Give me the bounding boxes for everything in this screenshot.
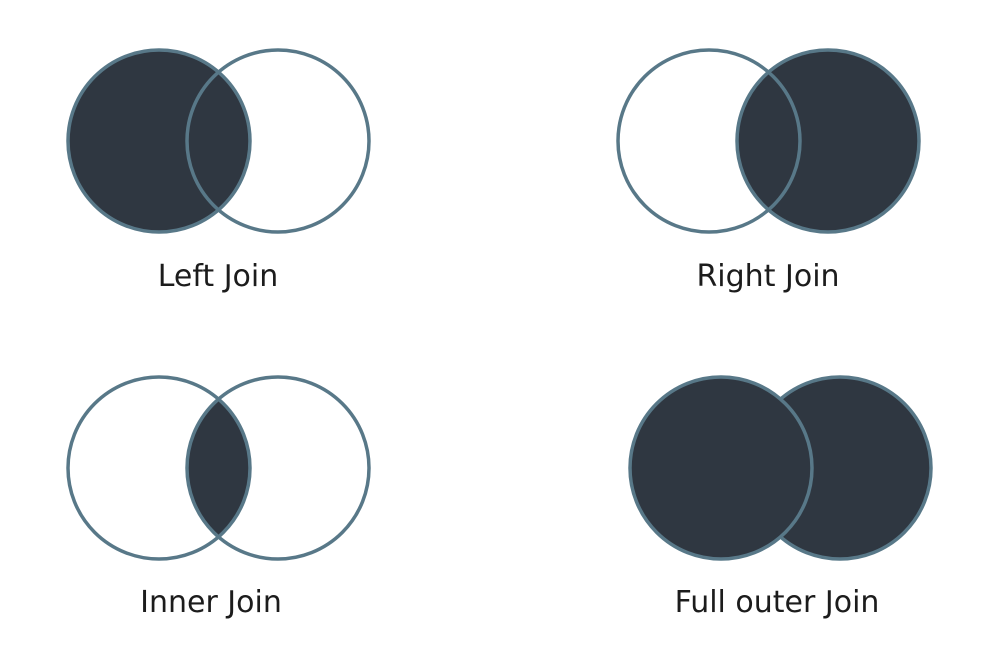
inner-join-label: Inner Join bbox=[140, 585, 282, 620]
right-join-circle-b bbox=[735, 48, 921, 234]
inner-join-intersection bbox=[187, 377, 250, 559]
inner-join-circle-b bbox=[185, 375, 371, 561]
inner-join-circle-a bbox=[66, 375, 252, 561]
right-join-circle-a bbox=[616, 48, 802, 234]
left-join-label: Left Join bbox=[158, 259, 279, 294]
full-outer-join-label: Full outer Join bbox=[675, 585, 880, 620]
right-join-venn bbox=[616, 48, 921, 234]
full-outer-join-venn bbox=[628, 375, 933, 561]
inner-join-venn bbox=[66, 375, 371, 561]
left-join-circle-b bbox=[185, 48, 371, 234]
full-join-circle-a bbox=[628, 375, 814, 561]
right-join-label: Right Join bbox=[696, 259, 839, 294]
left-join-circle-a bbox=[66, 48, 252, 234]
left-join-venn bbox=[66, 48, 371, 234]
